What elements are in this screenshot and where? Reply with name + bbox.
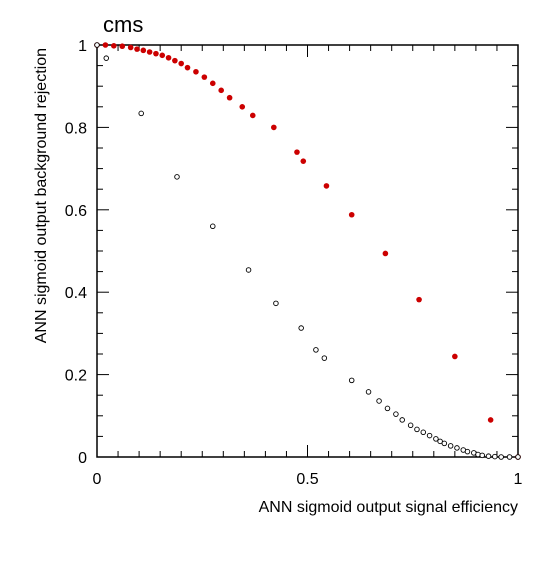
data-point-open: [104, 56, 109, 61]
data-point-filled: [210, 81, 216, 87]
data-point-filled: [271, 125, 277, 131]
y-tick-label: 0.2: [65, 368, 87, 385]
data-point-filled: [202, 74, 208, 80]
data-point-open: [448, 444, 453, 449]
data-point-filled: [166, 55, 172, 61]
data-point-filled: [218, 88, 224, 94]
data-point-open: [415, 427, 420, 432]
data-point-open: [499, 455, 504, 460]
y-tick-label: 0.8: [65, 120, 87, 137]
data-point-open: [246, 268, 251, 273]
data-point-filled: [193, 69, 199, 75]
data-point-filled: [300, 158, 306, 164]
data-point-open: [139, 111, 144, 116]
data-point-open: [210, 224, 215, 229]
data-point-open: [465, 449, 470, 454]
data-point-open: [175, 175, 180, 180]
series-0: [94, 42, 521, 460]
data-point-open: [486, 454, 491, 459]
data-point-open: [400, 418, 405, 423]
data-point-filled: [172, 58, 178, 64]
data-point-filled: [488, 417, 494, 423]
data-point-open: [274, 301, 279, 306]
plot-border: [97, 45, 518, 457]
data-point-filled: [111, 43, 117, 49]
data-point-open: [349, 378, 354, 383]
data-point-open: [366, 390, 371, 395]
data-point-filled: [239, 104, 245, 110]
data-point-filled: [416, 297, 422, 303]
data-point-open: [385, 406, 390, 411]
y-tick-label: 1: [78, 38, 87, 55]
series-1: [95, 43, 521, 460]
axis-ticks: [97, 45, 518, 457]
data-point-open: [299, 326, 304, 331]
data-point-open: [421, 430, 426, 435]
data-point-filled: [349, 212, 355, 218]
data-point-filled: [294, 149, 300, 155]
data-point-open: [322, 356, 327, 361]
y-tick-label: 0: [78, 450, 87, 467]
data-point-filled: [185, 65, 191, 71]
data-point-filled: [178, 61, 184, 67]
data-point-filled: [159, 53, 165, 59]
data-point-filled: [141, 48, 147, 54]
data-point-filled: [227, 95, 233, 101]
data-point-open: [314, 348, 319, 353]
data-point-open: [507, 455, 512, 460]
data-point-open: [516, 455, 521, 460]
data-point-filled: [103, 42, 109, 48]
y-axis-label: ANN sigmoid output background rejection: [33, 48, 50, 343]
data-series: [94, 42, 521, 460]
data-point-open: [455, 446, 460, 451]
x-tick-label: 0: [93, 471, 102, 488]
tick-labels: 0 0.5 1 0 0.2 0.4 0.6 0.8 1: [65, 38, 523, 488]
y-tick-label: 0.4: [65, 285, 87, 302]
data-point-filled: [452, 354, 458, 360]
data-point-filled: [119, 43, 125, 49]
x-tick-label: 0.5: [296, 471, 318, 488]
x-axis-label: ANN sigmoid output signal efficiency: [259, 499, 518, 516]
data-point-open: [377, 399, 382, 404]
data-point-filled: [383, 251, 389, 257]
chart-title: cms: [103, 12, 143, 37]
data-point-open: [427, 433, 432, 438]
data-point-open: [442, 441, 447, 446]
data-point-filled: [153, 51, 159, 57]
data-point-filled: [134, 46, 140, 52]
data-point-open: [95, 43, 100, 48]
y-tick-label: 0.6: [65, 203, 87, 220]
data-point-open: [480, 453, 485, 458]
data-point-filled: [250, 113, 256, 119]
data-point-open: [493, 454, 498, 459]
data-point-open: [394, 412, 399, 417]
data-point-filled: [128, 45, 134, 51]
x-tick-label: 1: [514, 471, 523, 488]
data-point-filled: [324, 183, 330, 189]
data-point-open: [408, 423, 413, 428]
plot-frame: [97, 45, 518, 457]
data-point-filled: [147, 49, 153, 55]
